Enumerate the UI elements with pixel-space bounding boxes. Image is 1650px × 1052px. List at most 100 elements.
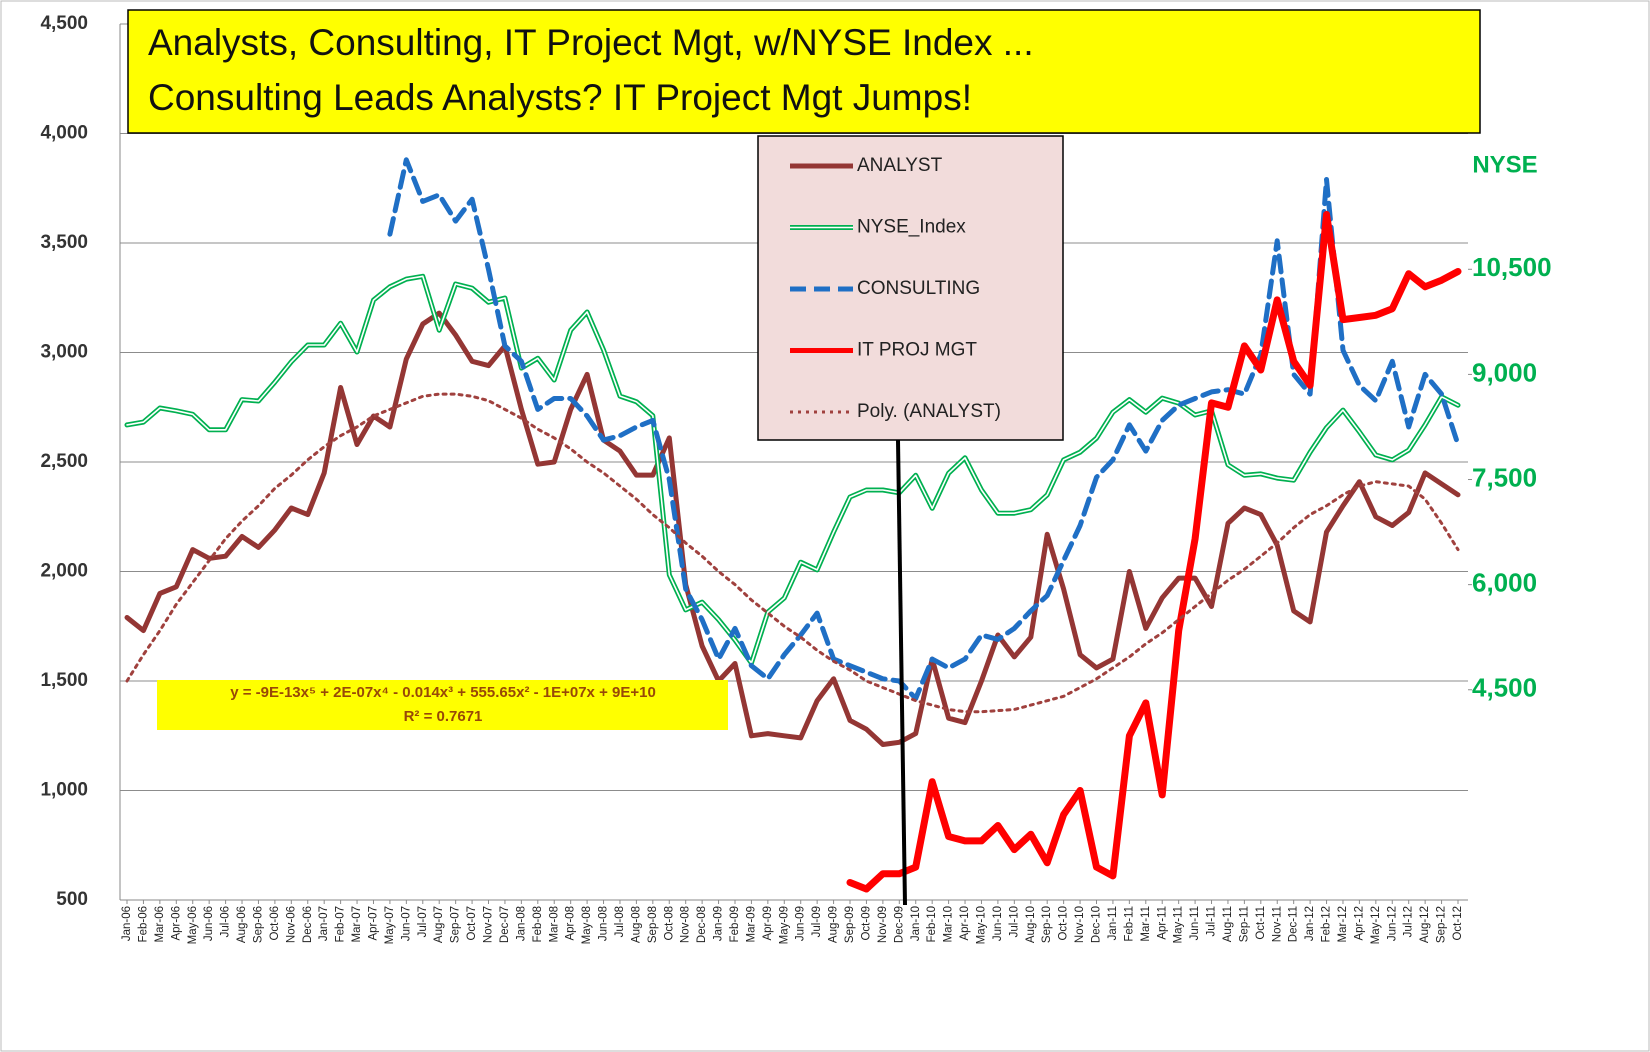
x-tick-label: Sep-12 xyxy=(1436,906,1448,943)
y2-tick-label: 7,500 xyxy=(1472,462,1537,492)
x-tick-label: Dec-08 xyxy=(696,906,708,943)
equation: y = -9E-13x⁵ + 2E-07x⁴ - 0.014x³ + 555.6… xyxy=(230,684,656,701)
x-tick-label: Feb-06 xyxy=(137,906,149,942)
x-tick-label: Jun-08 xyxy=(598,906,610,941)
x-tick-label: Sep-10 xyxy=(1041,906,1053,943)
x-tick-label: Nov-07 xyxy=(483,906,495,943)
x-tick-label: Apr-06 xyxy=(170,906,182,941)
y2-tick-label: 6,000 xyxy=(1472,568,1537,598)
x-tick-label: Nov-09 xyxy=(877,906,889,943)
x-tick-label: Dec-11 xyxy=(1288,906,1300,942)
x-tick-label: Oct-06 xyxy=(269,906,281,941)
x-tick-label: Jul-12 xyxy=(1403,906,1415,937)
x-tick-label: Oct-09 xyxy=(860,906,872,941)
x-tick-label: Oct-10 xyxy=(1058,906,1070,941)
x-tick-label: Sep-06 xyxy=(252,906,264,943)
x-tick-label: Jun-07 xyxy=(400,906,412,941)
x-tick-label: Aug-12 xyxy=(1419,906,1431,943)
x-tick-label: May-08 xyxy=(581,906,593,944)
x-tick-label: Dec-09 xyxy=(893,906,905,943)
x-tick-label: Mar-07 xyxy=(351,906,363,942)
x-tick-label: Mar-09 xyxy=(745,906,757,942)
y-tick-label: 3,000 xyxy=(40,342,88,363)
x-tick-label: Oct-12 xyxy=(1452,906,1464,941)
plot-lines xyxy=(124,157,1462,893)
x-tick-label: Jan-06 xyxy=(121,906,133,941)
y-tick-label: 2,000 xyxy=(40,561,88,582)
x-tick-label: Nov-10 xyxy=(1074,906,1086,943)
x-tick-label: May-11 xyxy=(1173,906,1185,944)
series-line xyxy=(124,310,1461,747)
x-tick-label: Mar-06 xyxy=(154,906,166,942)
x-tick-label: Feb-11 xyxy=(1123,906,1135,942)
x-tick-label: Apr-08 xyxy=(565,906,577,941)
axis-labels: 500 1,000 1,500 2,000 2,500 3,000 3,500 4,000 4,… xyxy=(40,13,1551,944)
y-tick-label: 3,500 xyxy=(40,232,88,253)
y-tick-label: 1,000 xyxy=(40,780,88,801)
legend xyxy=(757,135,1064,441)
y-tick-label: 2,500 xyxy=(40,451,88,472)
x-tick-label: Mar-10 xyxy=(943,906,955,942)
x-tick-label: Jan-08 xyxy=(515,906,527,941)
x-tick-label: Jun-12 xyxy=(1386,906,1398,941)
x-tick-label: Aug-08 xyxy=(630,906,642,943)
x-tick-label: May-12 xyxy=(1370,906,1382,944)
y2-title: NYSE xyxy=(1472,151,1537,178)
x-tick-label: Apr-11 xyxy=(1156,906,1168,940)
x-tick-label: Sep-11 xyxy=(1238,906,1250,942)
legend-label: Poly. (ANALYST) xyxy=(857,401,1001,422)
x-tick-label: Feb-07 xyxy=(335,906,347,942)
chart-title: Analysts, Consulting, IT Project Mgt, w/… xyxy=(148,22,1034,63)
series-line xyxy=(387,157,1461,701)
title-box xyxy=(127,9,1481,134)
x-tick-label: Jun-10 xyxy=(992,906,1004,941)
x-tick-label: Mar-11 xyxy=(1140,906,1152,942)
series-line xyxy=(125,392,1460,714)
legend-entries: ANALYST NYSE_Index CONSULTING IT PROJ MGT Po… xyxy=(790,155,1001,422)
x-tick-label: Sep-07 xyxy=(450,906,462,943)
x-tick-label: Apr-10 xyxy=(959,906,971,941)
x-tick-label: May-10 xyxy=(976,906,988,944)
chart-subtitle: Consulting Leads Analysts? IT Project Mg… xyxy=(148,77,972,118)
x-tick-label: Jul-08 xyxy=(614,906,626,937)
x-tick-label: Jul-10 xyxy=(1008,906,1020,937)
y-tick-label: 4,000 xyxy=(40,123,88,144)
x-tick-label: Feb-09 xyxy=(729,906,741,942)
x-tick-label: Aug-09 xyxy=(828,906,840,943)
x-tick-label: Mar-12 xyxy=(1337,906,1349,942)
marker-line xyxy=(896,439,907,906)
x-tick-label: Sep-09 xyxy=(844,906,856,943)
x-tick-label: Jan-11 xyxy=(1107,906,1119,940)
x-tick-label: Oct-07 xyxy=(466,906,478,941)
x-tick-label: May-07 xyxy=(384,906,396,944)
x-tick-label: Jul-11 xyxy=(1206,906,1218,936)
x-tick-label: Jan-07 xyxy=(318,906,330,941)
y-tick-label: 1,500 xyxy=(40,670,88,691)
legend-label: CONSULTING xyxy=(857,278,980,299)
y2-tick-label: 9,000 xyxy=(1472,357,1537,387)
x-tick-label: Apr-12 xyxy=(1353,906,1365,941)
x-tick-label: Jan-12 xyxy=(1304,906,1316,941)
x-tick-label: Jan-09 xyxy=(713,906,725,941)
x-tick-label: Aug-07 xyxy=(433,906,445,943)
x-tick-label: Aug-11 xyxy=(1222,906,1234,942)
x-tick-label: Jun-09 xyxy=(795,906,807,941)
x-tick-label: Jun-06 xyxy=(203,906,215,941)
x-tick-label: Jul-07 xyxy=(417,906,429,937)
x-tick-label: Mar-08 xyxy=(548,906,560,942)
series-line-inner xyxy=(126,275,1459,664)
x-tick-label: May-09 xyxy=(778,906,790,944)
x-tick-label: Apr-07 xyxy=(368,906,380,941)
y2-tick-label: 10,500 xyxy=(1472,252,1552,282)
x-tick-label: Nov-11 xyxy=(1271,906,1283,942)
x-tick-label: Apr-09 xyxy=(762,906,774,941)
x-tick-label: Dec-06 xyxy=(302,906,314,943)
legend-label: IT PROJ MGT xyxy=(857,340,977,361)
y-tick-label: 500 xyxy=(56,889,88,910)
x-tick-label: Feb-08 xyxy=(532,906,544,942)
x-tick-label: Dec-10 xyxy=(1091,906,1103,943)
x-tick-label: Jul-06 xyxy=(220,906,232,937)
x-tick-label: Aug-10 xyxy=(1025,906,1037,943)
x-tick-label: Sep-08 xyxy=(647,906,659,943)
